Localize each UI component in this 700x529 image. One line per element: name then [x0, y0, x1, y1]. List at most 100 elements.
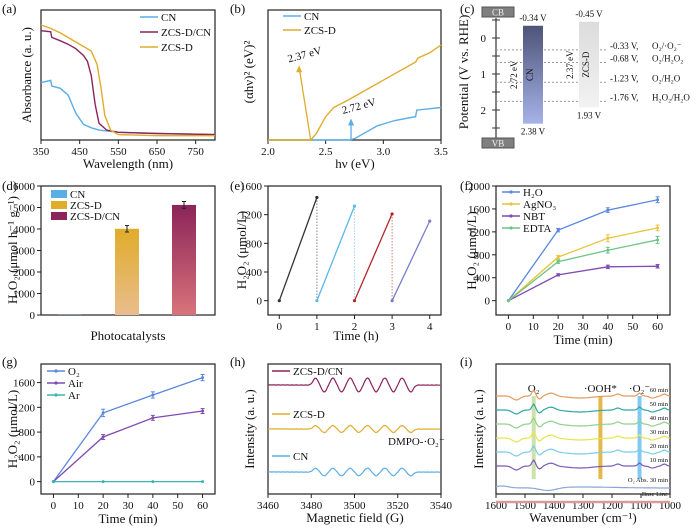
band-marker	[598, 396, 603, 479]
x-tick-label: 50	[172, 500, 184, 512]
x-tick-label: 60	[652, 321, 664, 333]
redox-potential: -1.76 V,	[610, 92, 638, 102]
x-tick-label: 3540	[430, 500, 453, 512]
x-tick-label: 3460	[257, 500, 280, 512]
legend-swatch	[51, 201, 67, 209]
band-gap: 2.72 eV	[509, 60, 519, 89]
legend-swatch	[51, 190, 67, 198]
spectrum-6	[495, 485, 670, 492]
x-tick-label: 20	[553, 321, 565, 333]
series-zcs-d	[40, 24, 215, 137]
y-tick-label: 1600	[13, 378, 36, 390]
legend-nbt-marker	[509, 214, 513, 218]
redox-couple: H₂O₂/H₂O	[652, 92, 690, 102]
redox-potential: -0.33 V,	[610, 41, 638, 51]
data-point	[51, 480, 55, 484]
legend-label: ZCS-D	[70, 200, 102, 212]
legend-zcs-d-label: ZCS-D	[293, 409, 325, 421]
bar-zcs-d	[115, 228, 139, 315]
x-tick-label: 3500	[344, 500, 367, 512]
series-cycle-2	[316, 205, 356, 301]
bar-zcs-d-cn	[172, 204, 196, 315]
redox-couple: O₂/H₂O₂	[652, 53, 683, 63]
spectrum-label: 20 min	[650, 443, 669, 450]
legend-air-label: Air	[68, 378, 83, 390]
data-point	[506, 299, 510, 303]
legend-agno3-marker	[509, 202, 513, 206]
y-axis-label: H₂O₂ (μmol/L)	[464, 211, 479, 290]
legend-zcs-d-label: ZCS-D	[161, 42, 193, 54]
arrow-head-icon	[348, 118, 355, 126]
band-marker	[637, 396, 642, 479]
legend-zcs-d-cn-label: ZCS-D/CN	[161, 27, 211, 39]
y-tick-label: 2000	[468, 181, 491, 193]
band-zcs-d	[579, 21, 599, 108]
band-label: ·O₂⁻	[629, 383, 650, 395]
vb-value: 1.93 V	[577, 110, 602, 120]
x-tick-label: 550	[110, 146, 127, 158]
redox-potential: -0.68 V,	[610, 53, 638, 63]
y-tick-label: 400	[474, 273, 491, 285]
y-tick-label: 0	[485, 296, 491, 308]
x-tick-label: 0	[51, 500, 57, 512]
legend-ar-marker	[54, 393, 58, 397]
panel-label: (g)	[2, 354, 17, 369]
x-tick-label: 60	[197, 500, 209, 512]
data-point	[315, 195, 319, 200]
x-axis-label: Magnetic field (G)	[306, 510, 403, 525]
y-tick-label: 0	[257, 296, 263, 308]
spectrum-5	[496, 459, 671, 471]
y-tick-label: 800	[474, 250, 491, 262]
legend-cn-label: CN	[293, 451, 308, 463]
x-tick-label: 40	[147, 500, 159, 512]
band-label: O₂	[528, 383, 540, 395]
panel-label: (e)	[230, 178, 244, 193]
x-axis-label: hν (eV)	[335, 156, 374, 171]
cb-box	[481, 6, 515, 18]
cb-value: -0.45 V	[575, 9, 603, 19]
y-tick-label: 1200	[468, 227, 491, 239]
y-tick-label: 0	[30, 477, 36, 489]
data-point	[151, 480, 155, 484]
dmpo-annotation: DMPO-·O₂⁻	[388, 436, 445, 448]
x-tick-label: 3520	[387, 500, 410, 512]
panel-label: (b)	[230, 1, 245, 16]
x-tick-label: 30	[578, 321, 590, 333]
cb-value: -0.34 V	[519, 13, 547, 23]
panel-label: (f)	[460, 178, 473, 193]
series-zcs-d	[267, 424, 441, 434]
data-point	[101, 480, 105, 484]
y-axis-label: Intensity (a. u.)	[471, 389, 486, 468]
x-tick-label: 4	[427, 321, 433, 333]
spectrum-4	[496, 445, 671, 457]
y-axis-label: H₂O₂ (μmol/L)	[234, 211, 249, 290]
series-nbt	[508, 265, 658, 302]
y-tick-label: 4000	[13, 224, 36, 236]
panel-f: 0 10 20 30 40 50 60 0 400 800 1200 1600 2000 H₂OAgNO₃…	[460, 178, 671, 347]
y-tick-label: 1600	[468, 204, 491, 216]
spectrum-label: 40 min	[650, 415, 669, 422]
x-tick-label: 3480	[300, 500, 323, 512]
annotation-2-37: 2.37 eV	[286, 45, 323, 66]
y-tick-label: 5000	[13, 203, 36, 215]
spectrum-label: 60 min	[650, 387, 669, 394]
x-tick-label: 0	[277, 321, 283, 333]
annotation-arrow-zcs-d	[298, 67, 312, 141]
x-axis-label: Wavelength (nm)	[83, 156, 173, 171]
series-zcs-d-cn	[267, 377, 441, 393]
redox-couple: O₂/H₂O	[652, 73, 681, 83]
annotation-2-72: 2.72 eV	[341, 96, 378, 117]
y-tick-label: 3000	[13, 246, 36, 258]
vb-value: 2.38 V	[521, 127, 546, 137]
series-o2	[52, 376, 203, 482]
spectrum-label: 10 min	[650, 457, 669, 464]
panel-h: 3460 3480 3500 3520 3540 ZCS-D/CN ZCS-D CN DMPO-…	[230, 354, 453, 525]
legend-o2-marker	[54, 369, 58, 373]
band-label: ·OOH*	[584, 383, 617, 395]
y-tick-label: 800	[246, 238, 263, 250]
spectrum-label: 50 min	[650, 401, 669, 408]
redox-couple: O₂/·O₂⁻	[652, 41, 682, 51]
legend-ar-label: Ar	[68, 390, 80, 402]
y-tick-label: 6000	[13, 181, 36, 193]
